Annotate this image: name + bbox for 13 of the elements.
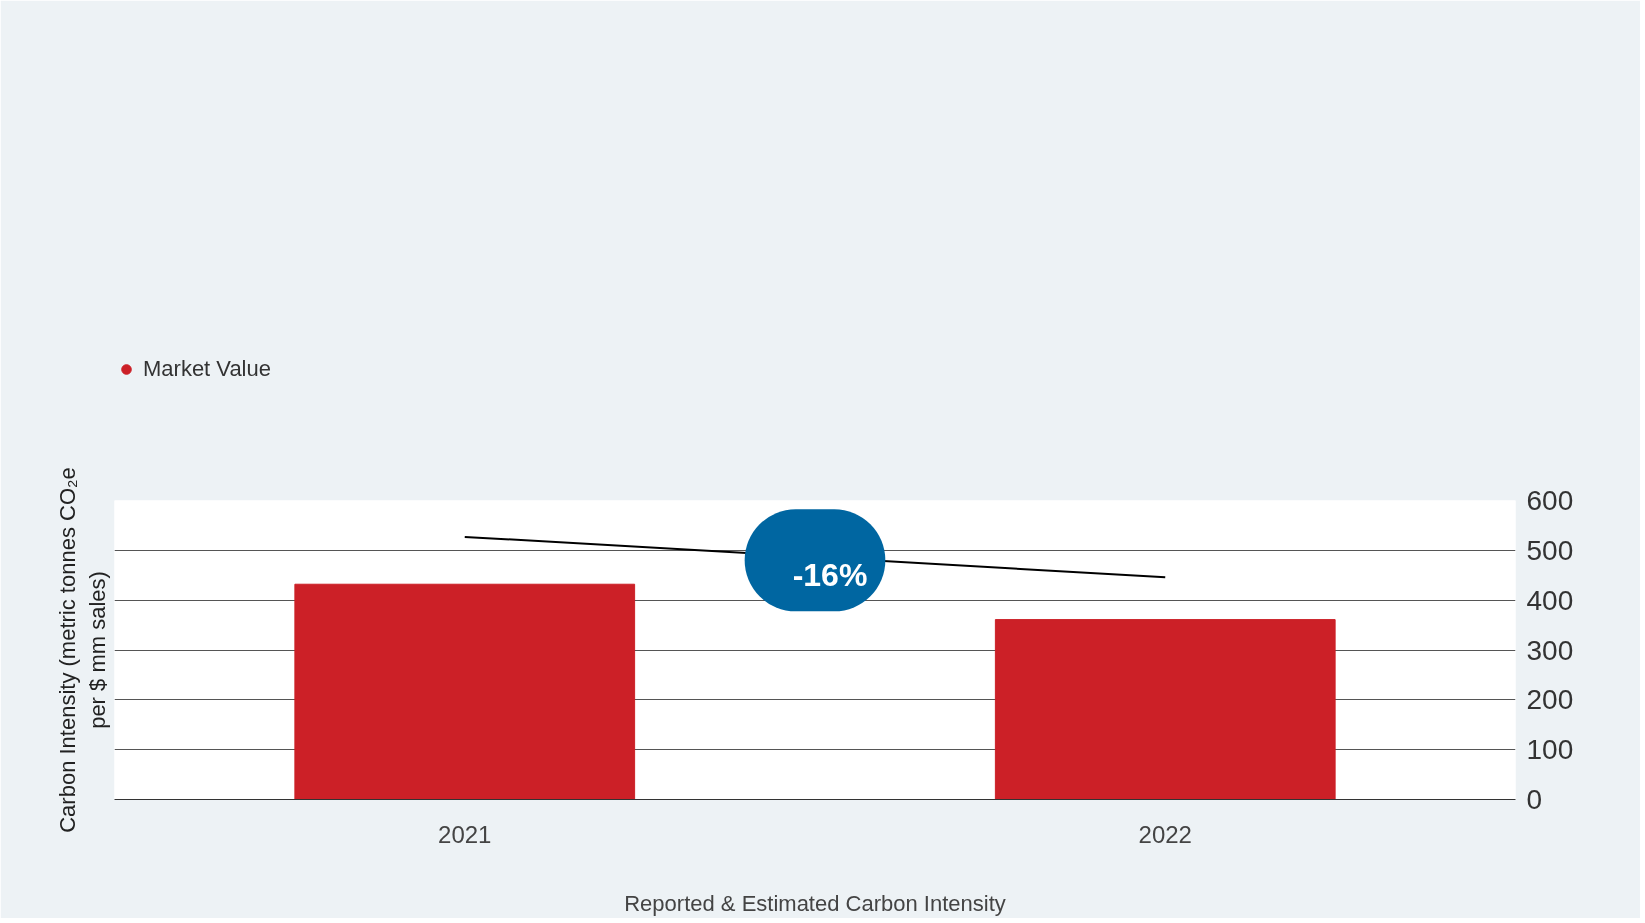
y-tick-label: 200 (1526, 684, 1574, 716)
y-tick-label: 0 (1526, 784, 1543, 815)
y-tick-label: 400 (1526, 584, 1574, 616)
y-axis-title: Carbon Intensity (metric tonnes CO₂e per $ mm sales) (54, 467, 110, 833)
y-tick-label: 600 (1526, 485, 1574, 516)
annotation: -16% (792, 557, 868, 594)
x-axis-title: Reported & Estimated Carbon Intensity (624, 890, 1006, 916)
legend-label: Market Value (143, 355, 271, 382)
x-tick-label: 2022 (1138, 820, 1192, 848)
y-tick-label: 100 (1526, 734, 1574, 766)
y-tick-label: 300 (1526, 634, 1574, 666)
x-tick-label: 2021 (438, 820, 492, 848)
y-tick-label: 500 (1526, 534, 1574, 566)
